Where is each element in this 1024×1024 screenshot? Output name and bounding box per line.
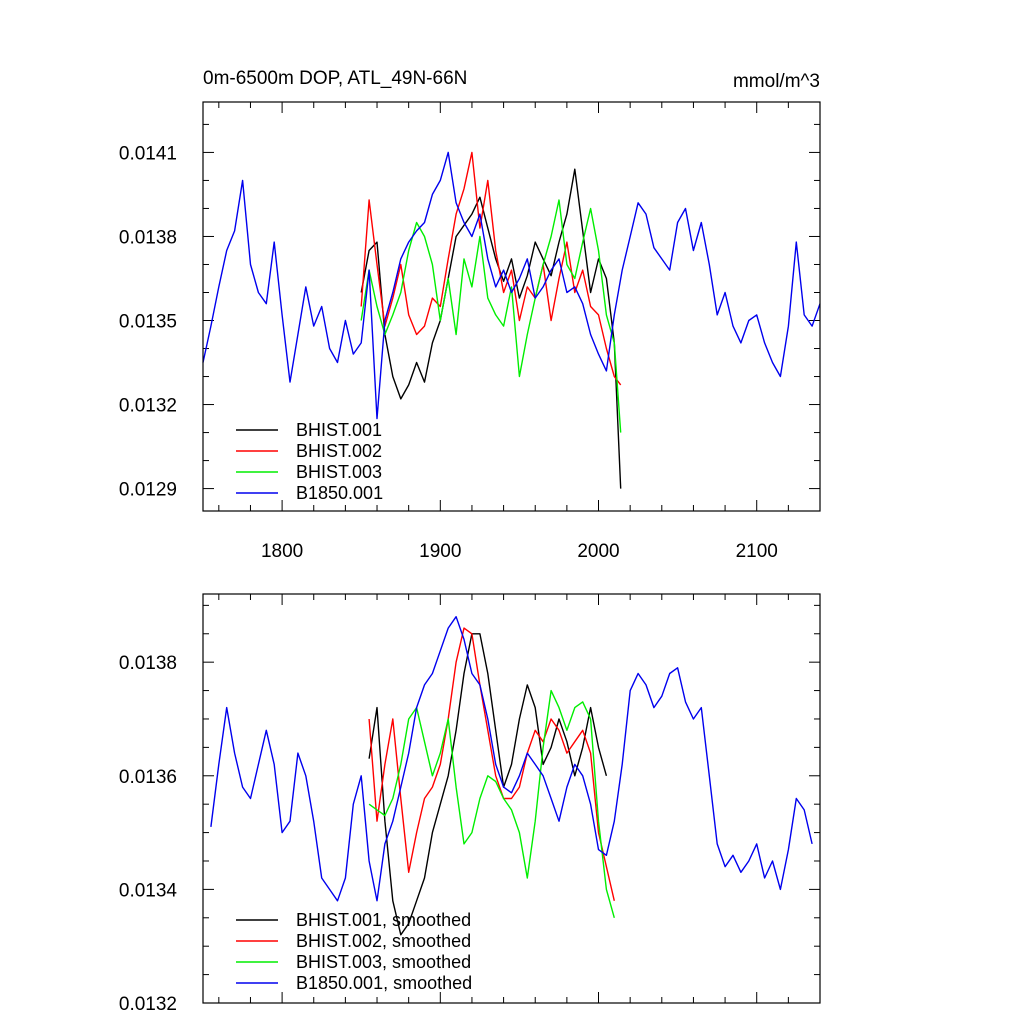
top-y-tick-label: 0.0141: [119, 143, 177, 164]
top-y-tick-label: 0.0132: [119, 396, 177, 417]
bottom-y-tick-label: 0.0136: [119, 767, 177, 788]
top-x-tick-label: 1800: [261, 541, 303, 562]
top-legend-label-4: B1850.001: [296, 483, 383, 503]
top-x-tick-label: 2000: [577, 541, 619, 562]
top-series-line-1: [360, 168, 622, 489]
top-y-tick-label: 0.0135: [119, 312, 177, 333]
top-plot-frame: [202, 101, 821, 512]
top-chart-units: mmol/m^3: [733, 71, 820, 92]
top-x-tick-label: 1900: [419, 541, 461, 562]
top-series-line-4: [202, 151, 821, 420]
top-y-tick-label: 0.0129: [119, 480, 177, 501]
bottom-series-lines: [210, 616, 813, 936]
bottom-panel: 0.0132 0.0134 0.0136 0.0138 BHIST.001, smoo…: [119, 593, 821, 1015]
bottom-y-tick-label: 0.0138: [119, 653, 177, 674]
bottom-y-tick-label: 0.0132: [119, 994, 177, 1015]
top-x-tick-labels: 1800 1900 2000 2100: [261, 541, 778, 562]
top-panel: 0m-6500m DOP, ATL_49N-66N mmol/m^3 0.012…: [119, 68, 821, 562]
top-series-line-3: [360, 199, 622, 433]
bottom-series-line-2: [368, 627, 615, 901]
bottom-legend-label-3: BHIST.003, smoothed: [296, 952, 471, 972]
bottom-plot-frame: [202, 593, 821, 1004]
bottom-series-line-3: [368, 689, 615, 918]
bottom-series-line-1: [368, 633, 608, 936]
bottom-legend-label-4: B1850.001, smoothed: [296, 973, 472, 993]
bottom-series-line-4: [210, 616, 813, 902]
top-chart-title: 0m-6500m DOP, ATL_49N-66N: [203, 68, 467, 89]
top-y-tick-label: 0.0138: [119, 227, 177, 248]
top-series-lines: [202, 151, 821, 489]
top-legend-label-2: BHIST.002: [296, 441, 382, 461]
bottom-legend-label-2: BHIST.002, smoothed: [296, 931, 471, 951]
top-x-tick-label: 2100: [736, 541, 778, 562]
top-legend-label-1: BHIST.001: [296, 420, 382, 440]
bottom-y-tick-label: 0.0134: [119, 880, 178, 901]
bottom-y-tick-labels: 0.0132 0.0134 0.0136 0.0138: [119, 653, 178, 1015]
bottom-legend-label-1: BHIST.001, smoothed: [296, 910, 471, 930]
top-series-line-2: [360, 151, 622, 386]
top-y-tick-labels: 0.0129 0.0132 0.0135 0.0138 0.0141: [119, 143, 177, 500]
top-legend-label-3: BHIST.003: [296, 462, 382, 482]
